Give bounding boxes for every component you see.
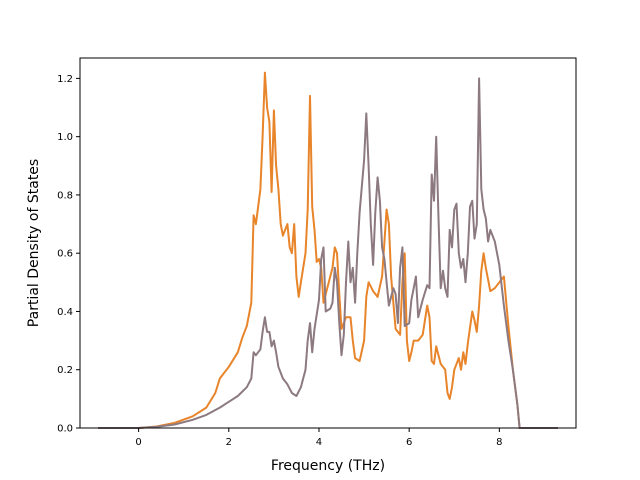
y-tick-label: 0.2 — [57, 365, 73, 376]
x-tick-label: 6 — [406, 437, 412, 448]
y-tick-label: 0.8 — [57, 190, 73, 201]
y-tick-label: 0.4 — [57, 307, 73, 318]
plot-lines — [98, 71, 558, 429]
x-tick-label: 4 — [316, 437, 322, 448]
x-tick-label: 0 — [135, 437, 141, 448]
y-tick-label: 0.6 — [57, 249, 73, 260]
y-tick-label: 0.0 — [57, 424, 73, 435]
series-line-1 — [98, 71, 558, 429]
x-axis-label: Frequency (THz) — [271, 458, 385, 474]
x-tick-label: 2 — [226, 437, 232, 448]
x-ticks: 0 2 4 6 8 — [135, 428, 503, 448]
y-ticks: 0.0 0.2 0.4 0.6 0.8 1.0 1.2 — [57, 74, 80, 435]
y-tick-label: 1.2 — [57, 74, 73, 85]
y-axis-label: Partial Density of States — [26, 159, 42, 327]
x-tick-label: 8 — [496, 437, 502, 448]
y-tick-label: 1.0 — [57, 132, 73, 143]
plot-area-frame — [79, 57, 577, 429]
series-line-2 — [98, 77, 558, 429]
